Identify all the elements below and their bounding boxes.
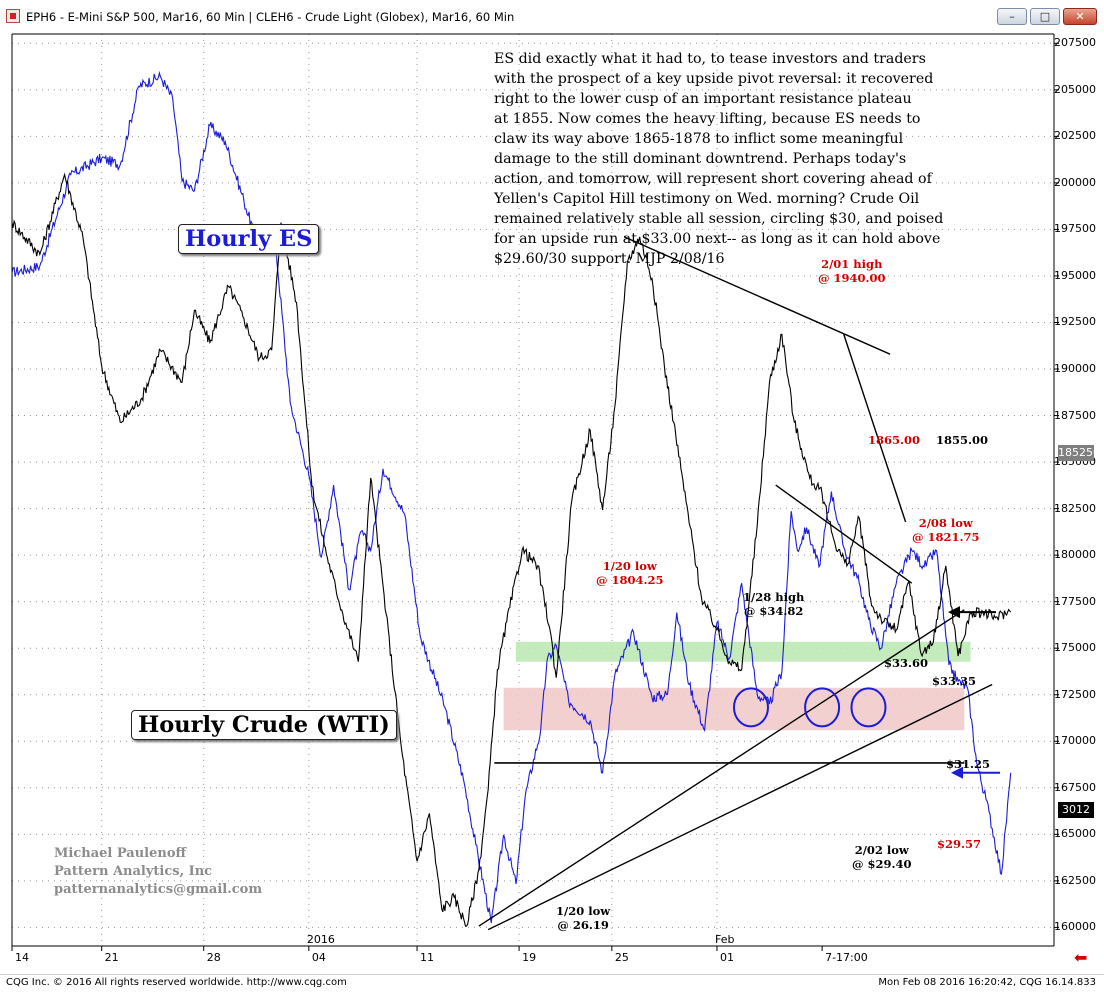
commentary-line: at 1855. Now comes the heavy lifting, be…	[494, 111, 921, 127]
commentary-line: right to the lower cusp of an important …	[494, 91, 912, 107]
copyright-text: CQG Inc. © 2016 All rights reserved worl…	[6, 977, 347, 988]
price-arrows	[948, 606, 1000, 779]
y-tick-label: 202500	[1054, 129, 1096, 143]
es-low-0120-annotation: 1/20 low @ 1804.25	[596, 559, 664, 587]
chart-frame	[11, 33, 1055, 947]
x-tick-label: 19	[522, 951, 537, 964]
x-month-label: Feb	[714, 933, 735, 946]
close-button[interactable]: ✕	[1063, 8, 1097, 25]
title-bar[interactable]: EPH6 - E-Mini S&P 500, Mar16, 60 Min | C…	[0, 0, 1104, 34]
x-tick-label: 21	[104, 951, 119, 964]
y-tick-label: 162500	[1054, 873, 1096, 887]
crude-trendline	[478, 609, 965, 927]
es-chart-label: Hourly ES	[178, 224, 320, 254]
maximize-button[interactable]: □	[1030, 8, 1060, 25]
commentary-line: with the prospect of a key upside pivot …	[494, 71, 934, 87]
crude-series-line	[11, 172, 1012, 927]
chart-grid	[11, 34, 1059, 951]
commentary-line: action, and tomorrow, will represent sho…	[494, 171, 932, 187]
es-high-annotation: 2/01 high @ 1940.00	[818, 257, 886, 285]
es-pivot-circles	[732, 687, 887, 728]
x-tick-label: 7-17:00	[825, 951, 868, 964]
commentary-line: remained relatively stable all session, …	[494, 211, 944, 227]
es-pivot-circle	[850, 687, 887, 728]
scroll-right-arrow-icon[interactable]: ⬅	[1074, 948, 1088, 967]
y-tick-label: 177500	[1054, 594, 1096, 608]
x-tick-label: 11	[420, 951, 435, 964]
es-pivot-circle	[804, 687, 841, 728]
y-tick-label: 182500	[1054, 501, 1096, 515]
y-tick-label: 175000	[1054, 641, 1096, 655]
crude-chart-label: Hourly Crude (WTI)	[131, 710, 397, 740]
crude-3360-annotation: $33.60	[884, 656, 929, 670]
commentary-text: ES did exactly what it had to, to tease …	[494, 49, 1004, 269]
crude-high-0128-annotation: 1/28 high @ $34.82	[743, 590, 805, 618]
es-low-0208-annotation: 2/08 low @ 1821.75	[912, 516, 980, 544]
y-tick-label: 160000	[1054, 920, 1096, 934]
y-tick-label: 200000	[1054, 175, 1096, 189]
crude-3125-annotation: $31.25	[946, 757, 991, 771]
es-pivot-circle	[732, 687, 769, 728]
crude-low-0202-annotation: 2/02 low @ $29.40	[852, 843, 912, 871]
es-1865-annotation: 1865.00	[868, 433, 921, 447]
y-tick-label: 197500	[1054, 222, 1096, 236]
crude-trendline	[623, 236, 891, 355]
y-tick-label: 187500	[1054, 408, 1096, 422]
trendlines	[478, 236, 993, 931]
credit-line: Michael Paulenoff	[54, 846, 187, 861]
x-tick-label: 25	[614, 951, 629, 964]
minimize-button[interactable]: –	[997, 8, 1027, 25]
credit-line: patternanalytics@gmail.com	[54, 882, 263, 897]
commentary-line: for an upside run at $33.00 next-- as lo…	[494, 231, 941, 247]
y-tick-label: 180000	[1054, 548, 1096, 562]
commentary-line: ES did exactly what it had to, to tease …	[494, 51, 926, 67]
y-tick-label: 167500	[1054, 780, 1096, 794]
es-series-line	[11, 70, 1012, 924]
crude-2957-annotation: $29.57	[937, 837, 982, 851]
y-tick-label: 172500	[1054, 687, 1096, 701]
crude-price-arrowhead	[948, 606, 960, 619]
author-credit: Michael Paulenoff Pattern Analytics, Inc…	[54, 845, 262, 899]
commentary-line: Yellen's Capitol Hill testimony on Wed. …	[494, 191, 920, 207]
x-tick-label: 14	[15, 951, 29, 964]
window-title: EPH6 - E-Mini S&P 500, Mar16, 60 Min | C…	[26, 10, 515, 24]
commentary-line: $29.60/30 support. MJP 2/08/16	[494, 251, 725, 267]
x-month-label: 2016	[306, 933, 335, 946]
x-tick-label: 01	[719, 951, 734, 964]
crude-3335-annotation: $33.35	[932, 674, 977, 688]
crude-low-0120-annotation: 1/20 low @ 26.19	[556, 904, 611, 932]
credit-line: Pattern Analytics, Inc	[54, 864, 213, 879]
y-tick-label: 195000	[1054, 268, 1096, 282]
timestamp-text: Mon Feb 08 2016 16:20:42, CQG 16.14.833	[878, 977, 1096, 988]
y-tick-label: 207500	[1054, 36, 1096, 50]
y-tick-label: 190000	[1054, 362, 1096, 376]
es-price-line	[11, 70, 1012, 924]
status-bar: CQG Inc. © 2016 All rights reserved worl…	[0, 974, 1104, 992]
y-tick-label: 170000	[1054, 734, 1096, 748]
y-tick-label: 192500	[1054, 315, 1096, 329]
crude-trendline	[843, 334, 907, 523]
y-tick-label: 165000	[1054, 827, 1096, 841]
crude-price-line	[11, 172, 1012, 927]
es-1855-annotation: 1855.00	[936, 433, 989, 447]
es-last-price-tag: 185250	[1058, 445, 1100, 461]
x-tick-label: 04	[311, 951, 326, 964]
app-icon	[6, 9, 20, 23]
crude-last-price-tag: 3012	[1058, 802, 1094, 818]
x-tick-label: 28	[206, 951, 221, 964]
es-price-arrowhead	[951, 766, 963, 779]
commentary-line: damage to the still dominant downtrend. …	[494, 151, 907, 167]
es-trendline	[487, 683, 993, 931]
commentary-line: claw its way above 1865-1878 to inflict …	[494, 131, 904, 147]
es-trendline	[775, 484, 913, 584]
y-tick-label: 205000	[1054, 82, 1096, 96]
